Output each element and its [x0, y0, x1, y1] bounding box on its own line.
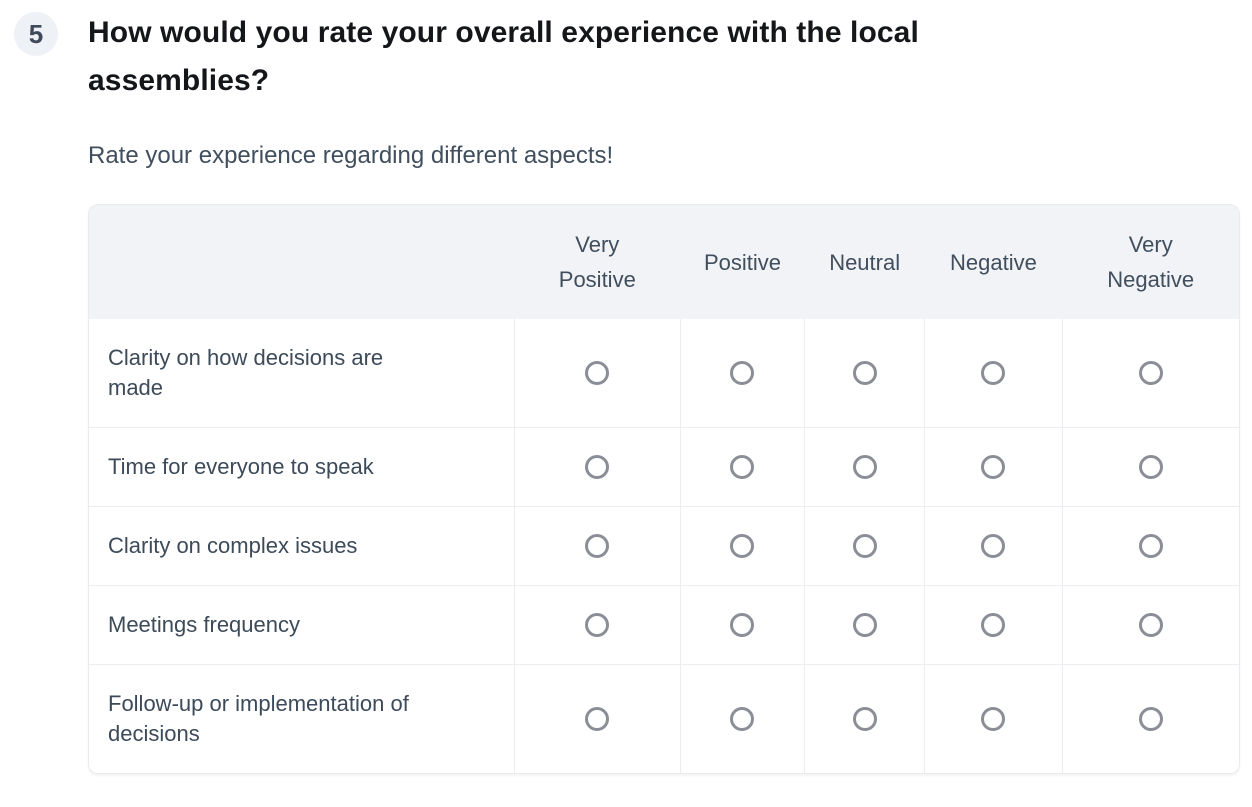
- option-cell-3-neutral: [804, 506, 925, 586]
- option-cell-3-positive: [679, 506, 805, 586]
- option-cell-2-negative: [923, 427, 1063, 507]
- column-header-label: Very Negative: [1107, 232, 1195, 292]
- radio-button-5-negative[interactable]: [981, 707, 1006, 731]
- radio-button-2-very-positive[interactable]: [585, 455, 610, 479]
- radio-button-2-negative[interactable]: [981, 455, 1006, 479]
- question-header: 5 How would you rate your overall experi…: [0, 0, 1252, 105]
- option-cell-2-very-positive: [514, 427, 681, 507]
- matrix-header-row: Very Positive Positive Neutral Negative Very…: [89, 205, 1239, 319]
- question-title: How would you rate your overall experien…: [88, 16, 919, 97]
- rating-matrix: Very Positive Positive Neutral Negative Very…: [88, 204, 1240, 774]
- option-cell-1-positive: [679, 319, 805, 428]
- option-cell-1-negative: [923, 319, 1063, 428]
- row-label: Time for everyone to speak: [89, 427, 515, 507]
- column-header-positive: Positive: [680, 205, 805, 319]
- column-header-label: Neutral: [829, 249, 901, 275]
- option-cell-2-very-negative: [1061, 427, 1239, 507]
- radio-button-4-very-positive[interactable]: [585, 613, 610, 637]
- radio-button-2-positive[interactable]: [730, 455, 755, 479]
- radio-button-2-very-negative[interactable]: [1138, 455, 1163, 479]
- matrix-body: Clarity on how decisions are made Time fo…: [89, 319, 1239, 773]
- radio-button-1-very-negative[interactable]: [1138, 361, 1163, 385]
- header-row: Very Positive Positive Neutral Negative Very…: [89, 205, 1239, 319]
- option-cell-5-neutral: [804, 664, 925, 773]
- radio-button-5-very-positive[interactable]: [585, 707, 610, 731]
- row-label-column-header: [89, 205, 515, 319]
- option-cell-3-very-negative: [1061, 506, 1239, 586]
- radio-button-5-very-negative[interactable]: [1138, 707, 1163, 731]
- column-header-very-negative: Very Negative: [1062, 205, 1239, 319]
- radio-button-3-negative[interactable]: [981, 534, 1006, 558]
- option-cell-3-negative: [923, 506, 1063, 586]
- row-label: Clarity on complex issues: [89, 506, 515, 586]
- matrix-row-time-for-everyone-to-speak: Time for everyone to speak: [89, 427, 1239, 507]
- question-number-badge: 5: [14, 12, 58, 56]
- matrix-row-follow-up-or-implementation-of-decisions: Follow-up or implementation of decisions: [89, 664, 1239, 773]
- column-header-label: Negative: [950, 249, 1037, 275]
- option-cell-4-neutral: [804, 585, 925, 665]
- radio-button-4-very-negative[interactable]: [1138, 613, 1163, 637]
- option-cell-2-neutral: [804, 427, 925, 507]
- radio-button-1-very-positive[interactable]: [585, 361, 610, 385]
- option-cell-5-positive: [679, 664, 805, 773]
- radio-button-1-positive[interactable]: [730, 361, 755, 385]
- rating-matrix-table: Very Positive Positive Neutral Negative Very…: [89, 205, 1239, 773]
- column-header-very-positive: Very Positive: [514, 205, 681, 319]
- radio-button-1-neutral[interactable]: [852, 361, 877, 385]
- option-cell-5-very-negative: [1061, 664, 1239, 773]
- option-cell-5-negative: [923, 664, 1063, 773]
- column-header-neutral: Neutral: [804, 205, 925, 319]
- option-cell-4-positive: [679, 585, 805, 665]
- radio-button-4-neutral[interactable]: [852, 613, 877, 637]
- option-cell-2-positive: [679, 427, 805, 507]
- row-label: Clarity on how decisions are made: [89, 319, 515, 428]
- radio-button-3-neutral[interactable]: [852, 534, 877, 558]
- radio-button-5-neutral[interactable]: [852, 707, 877, 731]
- option-cell-5-very-positive: [514, 664, 681, 773]
- option-cell-1-very-negative: [1061, 319, 1239, 428]
- option-cell-4-very-negative: [1061, 585, 1239, 665]
- option-cell-1-neutral: [804, 319, 925, 428]
- radio-button-4-negative[interactable]: [981, 613, 1006, 637]
- radio-button-2-neutral[interactable]: [852, 455, 877, 479]
- matrix-row-clarity-on-how-decisions-are-made: Clarity on how decisions are made: [89, 319, 1239, 428]
- radio-button-3-very-negative[interactable]: [1138, 534, 1163, 558]
- radio-button-3-very-positive[interactable]: [585, 534, 610, 558]
- option-cell-1-very-positive: [514, 319, 681, 428]
- column-header-label: Positive: [703, 249, 781, 275]
- matrix-row-meetings-frequency: Meetings frequency: [89, 585, 1239, 665]
- radio-button-1-negative[interactable]: [981, 361, 1006, 385]
- question-content: Rate your experience regarding different…: [88, 141, 1240, 774]
- option-cell-4-very-positive: [514, 585, 681, 665]
- option-cell-3-very-positive: [514, 506, 681, 586]
- column-header-label: Very Positive: [558, 232, 636, 292]
- option-cell-4-negative: [923, 585, 1063, 665]
- question-subtitle: Rate your experience regarding different…: [88, 142, 614, 169]
- row-label: Follow-up or implementation of decisions: [89, 664, 515, 773]
- row-label: Meetings frequency: [89, 585, 515, 665]
- radio-button-4-positive[interactable]: [730, 613, 755, 637]
- radio-button-5-positive[interactable]: [730, 707, 755, 731]
- matrix-row-clarity-on-complex-issues: Clarity on complex issues: [89, 506, 1239, 586]
- radio-button-3-positive[interactable]: [730, 534, 755, 558]
- column-header-negative: Negative: [924, 205, 1063, 319]
